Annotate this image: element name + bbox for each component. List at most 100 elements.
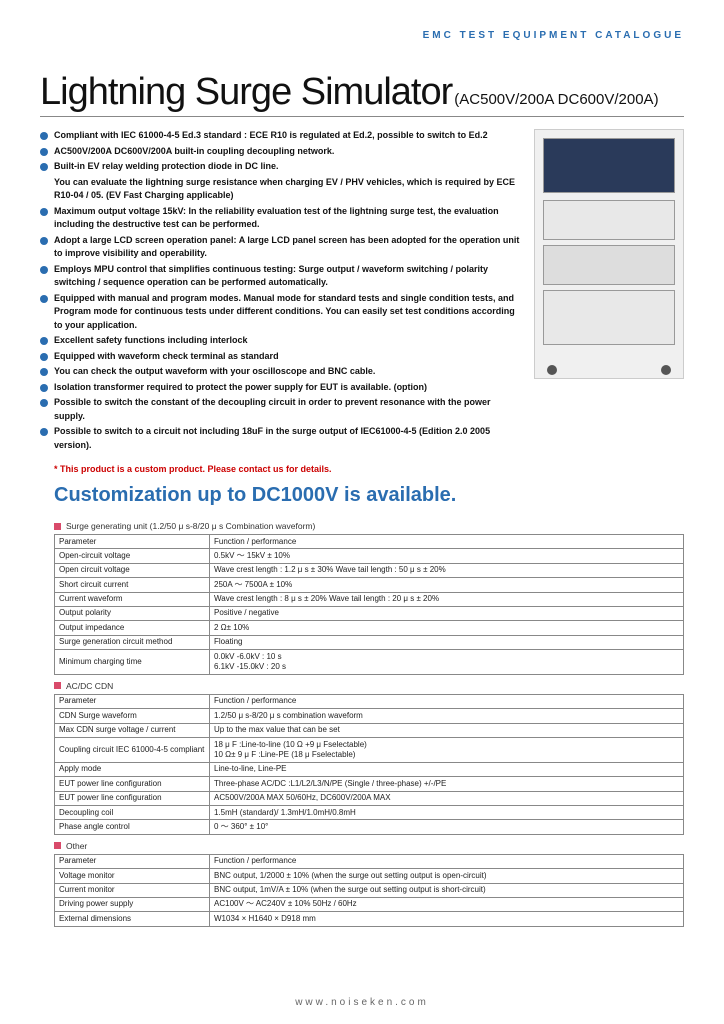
square-bullet-icon [54, 682, 61, 689]
spec-tables: Surge generating unit (1.2/50 μ s-8/20 μ… [40, 521, 684, 927]
table-cell: Parameter [55, 694, 210, 708]
table-cell: Floating [210, 635, 684, 649]
table-heading-text: AC/DC CDN [66, 681, 113, 691]
table-cell: EUT power line configuration [55, 791, 210, 805]
table-heading: Surge generating unit (1.2/50 μ s-8/20 μ… [54, 521, 684, 531]
table-row: Max CDN surge voltage / currentUp to the… [55, 723, 684, 737]
table-row: Current monitorBNC output, 1mV/A ± 10% (… [55, 883, 684, 897]
bullet-icon [40, 266, 48, 274]
bullet-icon [40, 337, 48, 345]
table-cell: 250A ～ 7500A ± 10% [210, 578, 684, 592]
feature-text: AC500V/200A DC600V/200A built-in couplin… [54, 145, 334, 159]
table-cell: Open circuit voltage [55, 563, 210, 577]
table-row: Open-circuit voltage0.5kV ～ 15kV ± 10% [55, 549, 684, 563]
table-row: Output impedance2 Ω± 10% [55, 621, 684, 635]
page-title: Lightning Surge Simulator [40, 71, 452, 114]
feature-item: Compliant with IEC 61000-4-5 Ed.3 standa… [40, 129, 522, 143]
table-row: Surge generation circuit methodFloating [55, 635, 684, 649]
square-bullet-icon [54, 842, 61, 849]
product-image [534, 129, 684, 379]
table-cell: Parameter [55, 535, 210, 549]
spec-table: ParameterFunction / performanceOpen-circ… [54, 534, 684, 675]
table-row: ParameterFunction / performance [55, 694, 684, 708]
feature-item: You can check the output waveform with y… [40, 365, 522, 379]
table-cell: BNC output, 1mV/A ± 10% (when the surge … [210, 883, 684, 897]
table-heading-text: Other [66, 841, 87, 851]
feature-item: Employs MPU control that simplifies cont… [40, 263, 522, 290]
table-cell: Up to the max value that can be set [210, 723, 684, 737]
bullet-icon [40, 353, 48, 361]
table-cell: W1034 × H1640 × D918 mm [210, 912, 684, 926]
feature-item: Possible to switch to a circuit not incl… [40, 425, 522, 452]
table-cell: Minimum charging time [55, 650, 210, 675]
table-cell: EUT power line configuration [55, 777, 210, 791]
table-cell: Current waveform [55, 592, 210, 606]
table-cell: Voltage monitor [55, 869, 210, 883]
table-row: Voltage monitorBNC output, 1/2000 ± 10% … [55, 869, 684, 883]
table-section: Other ParameterFunction / performanceVolt… [54, 841, 684, 927]
table-cell: Open-circuit voltage [55, 549, 210, 563]
table-cell: AC500V/200A MAX 50/60Hz, DC600V/200A MAX [210, 791, 684, 805]
table-row: ParameterFunction / performance [55, 535, 684, 549]
table-cell: Output impedance [55, 621, 210, 635]
table-row: Minimum charging time0.0kV -6.0kV : 10 s… [55, 650, 684, 675]
feature-text: Possible to switch the constant of the d… [54, 396, 522, 423]
feature-item: Maximum output voltage 15kV: In the reli… [40, 205, 522, 232]
feature-item: AC500V/200A DC600V/200A built-in couplin… [40, 145, 522, 159]
table-row: Output polarityPositive / negative [55, 606, 684, 620]
table-cell: Short circuit current [55, 578, 210, 592]
table-cell: Surge generation circuit method [55, 635, 210, 649]
table-cell: Decoupling coil [55, 806, 210, 820]
bullet-icon [40, 237, 48, 245]
page-title-suffix: (AC500V/200A DC600V/200A) [454, 91, 658, 108]
feature-text: Excellent safety functions including int… [54, 334, 248, 348]
bullet-icon [40, 428, 48, 436]
table-cell: Positive / negative [210, 606, 684, 620]
title-row: Lightning Surge Simulator (AC500V/200A D… [40, 71, 684, 117]
table-cell: Apply mode [55, 762, 210, 776]
table-cell: AC100V ～ AC240V ± 10% 50Hz / 60Hz [210, 897, 684, 911]
custom-product-note: * This product is a custom product. Plea… [54, 464, 684, 474]
content-row: Compliant with IEC 61000-4-5 Ed.3 standa… [40, 129, 684, 454]
table-row: Open circuit voltageWave crest length : … [55, 563, 684, 577]
table-cell: 0.5kV ～ 15kV ± 10% [210, 549, 684, 563]
feature-item: Isolation transformer required to protec… [40, 381, 522, 395]
feature-text: You can evaluate the lightning surge res… [54, 176, 522, 203]
table-cell: 1.2/50 μ s-8/20 μ s combination waveform [210, 709, 684, 723]
spec-table: ParameterFunction / performanceCDN Surge… [54, 694, 684, 835]
table-cell: Output polarity [55, 606, 210, 620]
table-row: Phase angle control0 ～ 360° ± 10° [55, 820, 684, 834]
table-cell: BNC output, 1/2000 ± 10% (when the surge… [210, 869, 684, 883]
table-cell: Function / performance [210, 854, 684, 868]
table-row: External dimensionsW1034 × H1640 × D918 … [55, 912, 684, 926]
feature-item: Adopt a large LCD screen operation panel… [40, 234, 522, 261]
square-bullet-icon [54, 523, 61, 530]
table-cell: Coupling circuit IEC 61000-4-5 compliant [55, 738, 210, 763]
bullet-icon [40, 384, 48, 392]
table-cell: 18 μ F :Line-to-line (10 Ω +9 μ Fselecta… [210, 738, 684, 763]
table-cell: Current monitor [55, 883, 210, 897]
bullet-icon [40, 163, 48, 171]
footer-url: www.noiseken.com [0, 997, 724, 1008]
table-cell: Parameter [55, 854, 210, 868]
feature-text: Employs MPU control that simplifies cont… [54, 263, 522, 290]
table-cell: Phase angle control [55, 820, 210, 834]
feature-item: You can evaluate the lightning surge res… [40, 176, 522, 203]
table-cell: 0 ～ 360° ± 10° [210, 820, 684, 834]
table-row: CDN Surge waveform1.2/50 μ s-8/20 μ s co… [55, 709, 684, 723]
bullet-icon [40, 132, 48, 140]
table-section: AC/DC CDN ParameterFunction / performance… [54, 681, 684, 835]
table-row: Driving power supplyAC100V ～ AC240V ± 10… [55, 897, 684, 911]
feature-item: Equipped with waveform check terminal as… [40, 350, 522, 364]
table-heading: AC/DC CDN [54, 681, 684, 691]
feature-text: Built-in EV relay welding protection dio… [54, 160, 279, 174]
feature-text: Maximum output voltage 15kV: In the reli… [54, 205, 522, 232]
table-row: ParameterFunction / performance [55, 854, 684, 868]
feature-item: Built-in EV relay welding protection dio… [40, 160, 522, 174]
table-row: Apply modeLine-to-line, Line-PE [55, 762, 684, 776]
table-cell: 0.0kV -6.0kV : 10 s 6.1kV -15.0kV : 20 s [210, 650, 684, 675]
bullet-icon [40, 368, 48, 376]
feature-text: Equipped with manual and program modes. … [54, 292, 522, 333]
table-cell: 1.5mH (standard)/ 1.3mH/1.0mH/0.8mH [210, 806, 684, 820]
table-cell: Wave crest length : 8 μ s ± 20% Wave tai… [210, 592, 684, 606]
